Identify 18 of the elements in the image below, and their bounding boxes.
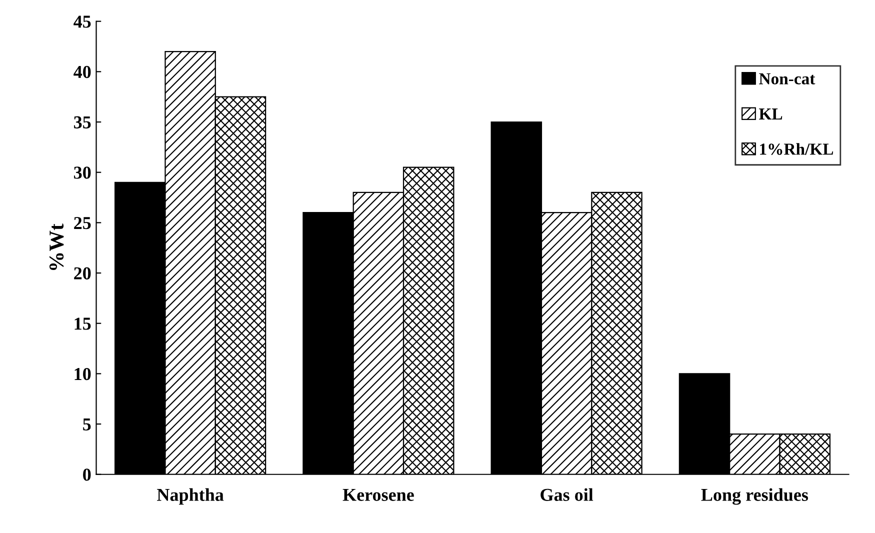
x-tick-label: Long residues <box>701 488 808 505</box>
y-tick-label: 40 <box>74 66 91 78</box>
legend-label: 1%Rh/KL <box>760 143 834 155</box>
y-tick-label: 15 <box>74 318 91 330</box>
y-tick-label: 20 <box>74 267 91 280</box>
x-tick-label: Kerosene <box>342 488 414 501</box>
y-tick-label: 10 <box>74 368 91 380</box>
y-tick-label: 45 <box>74 16 91 28</box>
x-tick-label: Gas oil <box>540 488 594 501</box>
y-tick-label: 30 <box>74 166 91 179</box>
y-tick-label: 25 <box>74 216 91 230</box>
x-tick-label: Naphtha <box>157 488 224 505</box>
y-tick-label: 35 <box>74 116 91 128</box>
y-tick-label: 5 <box>83 418 91 430</box>
legend-label: KL <box>759 108 782 120</box>
legend-label: Non-cat <box>759 73 816 84</box>
y-axis-title: %Wt <box>49 224 64 270</box>
y-tick-label: 0 <box>83 468 91 481</box>
